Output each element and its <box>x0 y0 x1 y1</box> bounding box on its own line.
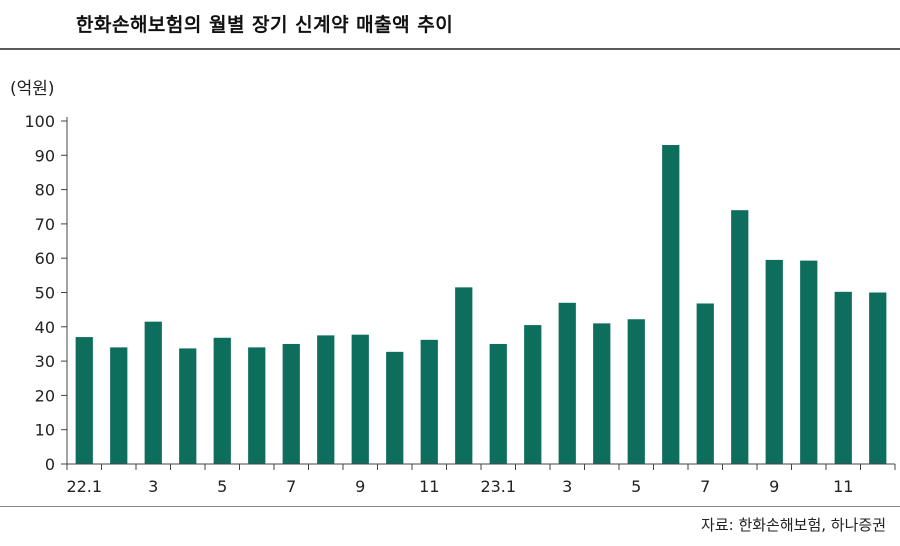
x-tick-label: 5 <box>217 477 227 496</box>
bar <box>248 347 266 464</box>
y-tick-label: 80 <box>35 181 55 200</box>
bar <box>869 292 887 464</box>
bar <box>144 321 162 464</box>
chart-title: 한화손해보험의 월별 장기 신계약 매출액 추이 <box>76 14 454 36</box>
bar-series <box>75 145 887 464</box>
title-divider <box>0 48 900 50</box>
y-tick-label: 20 <box>35 386 55 405</box>
bar <box>213 337 231 464</box>
bar <box>179 348 197 464</box>
y-tick-label: 30 <box>35 352 55 371</box>
x-tick-label: 3 <box>148 477 158 496</box>
x-tick-label: 9 <box>355 477 365 496</box>
bar <box>800 260 818 464</box>
bar <box>489 343 507 464</box>
x-tick-label: 3 <box>562 477 572 496</box>
bar <box>696 303 714 464</box>
bar <box>351 334 369 464</box>
bar <box>834 291 852 464</box>
bar <box>455 287 473 464</box>
x-tick-label: 11 <box>419 477 439 496</box>
y-tick-label: 90 <box>35 146 55 165</box>
y-tick-label: 0 <box>45 455 55 474</box>
bar <box>593 323 611 464</box>
bar <box>317 335 335 464</box>
y-axis-unit-label: (억원) <box>10 79 55 99</box>
x-tick-label: 11 <box>833 477 853 496</box>
x-tick-label: 23.1 <box>480 477 516 496</box>
y-axis: 0 10 20 30 40 50 60 70 80 90 100 <box>24 112 68 474</box>
bar <box>386 351 404 464</box>
x-tick-label: 22.1 <box>66 477 102 496</box>
footer-divider <box>0 506 900 507</box>
bar-chart: 0 10 20 30 40 50 60 70 80 90 100 22.1 3 5 7 9 11 23.1 3 5 7… <box>24 112 896 496</box>
bar <box>558 302 576 464</box>
x-tick-label: 7 <box>286 477 296 496</box>
x-axis: 22.1 3 5 7 9 11 23.1 3 5 7 9 11 <box>66 463 896 496</box>
bar <box>75 337 93 464</box>
bar <box>282 343 300 464</box>
y-tick-label: 50 <box>35 284 55 303</box>
x-tick-label: 9 <box>769 477 779 496</box>
bar <box>420 339 438 464</box>
x-tick-label: 5 <box>631 477 641 496</box>
bar <box>662 145 680 464</box>
y-tick-label: 60 <box>35 249 55 268</box>
y-tick-label: 70 <box>35 215 55 234</box>
bar <box>731 210 749 464</box>
bar <box>627 319 645 464</box>
bar <box>524 325 542 464</box>
bar <box>110 347 128 464</box>
y-tick-label: 10 <box>35 421 55 440</box>
x-tick-label: 7 <box>700 477 710 496</box>
bar <box>765 259 783 464</box>
y-tick-label: 100 <box>24 112 55 131</box>
y-tick-label: 40 <box>35 318 55 337</box>
source-note: 자료: 한화손해보험, 하나증권 <box>701 516 886 534</box>
